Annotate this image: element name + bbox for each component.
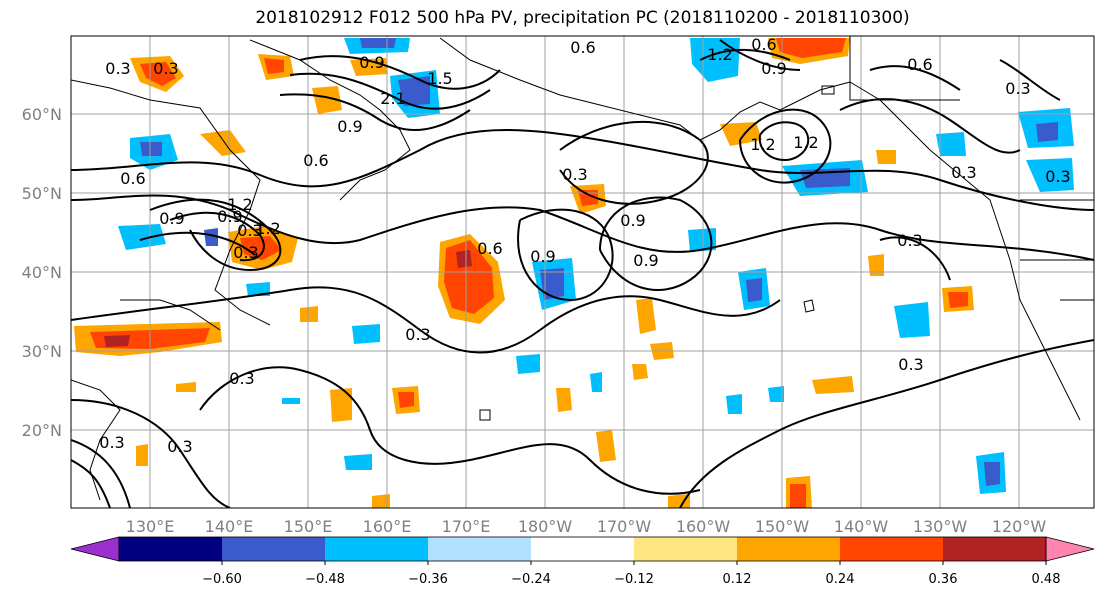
map-title: 2018102912 F012 500 hPa PV, precipitatio… [255,8,910,28]
contour-label: 0.3 [1005,79,1030,98]
colorbar-outline [118,536,1047,562]
contour-label: 0.9 [633,251,658,270]
colorbar-tick-label: 0.12 [723,572,752,587]
colorbar-min-extension [70,536,120,562]
contour-label: 0.6 [570,38,595,57]
contour-label: 0.3 [105,59,130,78]
contour-label: 0.9 [337,117,362,136]
colorbar-tick-label: −0.36 [408,572,448,587]
latitude-axis: 60°N 50°N 40°N 30°N 20°N [22,105,62,440]
coastlines [71,36,1094,501]
contour-label: 1.2 [227,195,252,214]
pv-contours [71,39,1094,508]
lon-tick-label: 170°W [597,517,652,536]
lon-tick-label: 170°E [442,517,491,536]
colorbar-bin [325,537,429,561]
contour-label: 0.3 [898,355,923,374]
contour-label: 1.5 [427,69,452,88]
colorbar-bin [943,537,1047,561]
contour-label: 0.3 [951,163,976,182]
contour-label: 1.2 [750,135,775,154]
contour-label: 0.3 [233,243,258,262]
lon-tick-label: 160°E [363,517,412,536]
colorbar-bin [119,537,223,561]
colorbar-max-extension [1045,536,1095,562]
positive-precip-anomalies [74,38,974,508]
colorbar-tick-label: −0.60 [202,572,242,587]
colorbar-tick-label: 0.36 [929,572,958,587]
lat-tick-label: 20°N [22,421,62,440]
colorbar-bin [531,537,635,561]
contour-label: 0.9 [530,247,555,266]
colorbar-bin [222,537,326,561]
colorbar-bin [840,537,944,561]
lon-tick-label: 130°E [126,517,175,536]
contour-label: 0.6 [120,169,145,188]
contour-label: 0.6 [907,55,932,74]
lat-tick-label: 60°N [22,105,62,124]
lon-tick-label: 150°W [755,517,810,536]
contour-label: 0.3 [237,221,262,240]
contour-label: 0.9 [761,59,786,78]
contour-label: 0.6 [303,151,328,170]
longitude-axis: 130°E 140°E 150°E 160°E 170°E 180°W 170°W 160°W… [126,517,1047,536]
lon-tick-label: 180°W [518,517,573,536]
contour-label: 0.3 [167,437,192,456]
colorbar-tick-label: 0.24 [826,572,855,587]
map-frame [70,35,1095,509]
lon-tick-label: 150°E [284,517,333,536]
colorbar: −0.60 −0.48 −0.36 −0.24 −0.12 0.12 0.24 0.36 0.4… [70,536,1095,587]
colorbar-bin [428,537,532,561]
lat-tick-label: 30°N [22,342,62,361]
contour-label: 1.2 [255,219,280,238]
lat-lon-gridlines [71,36,1094,508]
colorbar-tick-label: −0.48 [305,572,345,587]
contour-label: 0.3 [229,369,254,388]
lon-tick-label: 120°W [992,517,1047,536]
colorbar-bin [737,537,841,561]
contour-label: 1.2 [707,45,732,64]
contour-label: 0.3 [153,59,178,78]
colorbar-tick-label: −0.24 [511,572,551,587]
pv-contour-labels: 0.3 0.30.60.91.20.60.91.21.52.10.60.6 0.90… [99,35,1070,456]
map-panel: 0.3 0.30.60.91.20.60.91.21.52.10.60.6 0.90… [71,35,1094,508]
contour-label: 0.6 [751,35,776,54]
lon-tick-label: 160°W [676,517,731,536]
contour-label: 0.9 [217,207,242,226]
lon-tick-label: 140°E [205,517,254,536]
contour-label: 0.3 [405,325,430,344]
contour-label: 0.9 [159,209,184,228]
lon-tick-label: 140°W [834,517,889,536]
lat-tick-label: 50°N [22,184,62,203]
contour-label: 0.6 [477,239,502,258]
colorbar-bin [634,537,738,561]
contour-label: 0.3 [897,231,922,250]
lon-tick-label: 130°W [913,517,968,536]
contour-label: 0.3 [99,433,124,452]
contour-label: 0.9 [620,211,645,230]
colorbar-tick-label: −0.12 [614,572,654,587]
contour-label: 2.1 [380,89,405,108]
lat-tick-label: 40°N [22,263,62,282]
colorbar-tick-label: 0.48 [1032,572,1061,587]
contour-label: 0.9 [359,53,384,72]
contour-label: 0.3 [1045,167,1070,186]
contour-label: 1.2 [793,133,818,152]
contour-label: 0.3 [562,165,587,184]
